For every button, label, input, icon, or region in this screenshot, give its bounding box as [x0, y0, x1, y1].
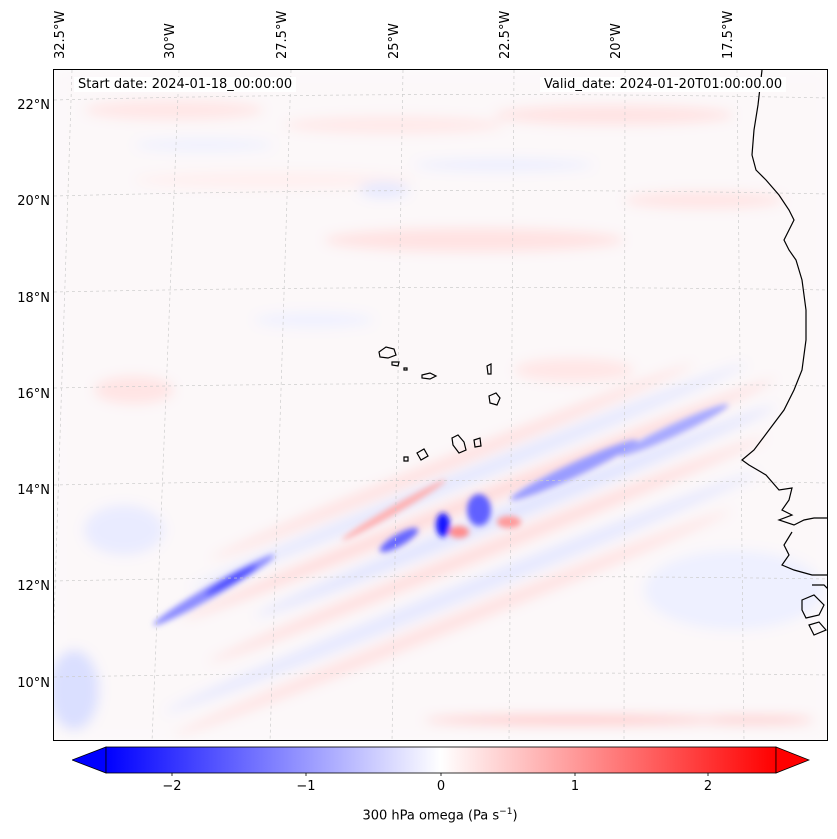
lon-label-22-5w: 22.5°W: [498, 10, 513, 59]
africa-coastline: [741, 70, 827, 636]
lat-label-16n: 16°N: [17, 387, 50, 402]
colorbar-tick-label: −2: [162, 779, 182, 794]
gridlines: [54, 70, 827, 740]
lat-label-12n: 12°N: [17, 579, 50, 594]
lat-label-20n: 20°N: [17, 194, 50, 209]
lon-label-27-5w: 27.5°W: [275, 10, 290, 59]
colorbar-title: 300 hPa omega (Pa s−1): [362, 807, 518, 824]
lon-label-20w: 20°W: [609, 23, 624, 59]
lat-label-22n: 22°N: [17, 98, 50, 113]
colorbar-tick-label: −1: [296, 779, 316, 794]
lon-label-25w: 25°W: [387, 23, 402, 59]
colorbar-extend-low: [72, 746, 107, 774]
lon-label-17-5w: 17.5°W: [721, 10, 736, 59]
lon-label-32-5w: 32.5°W: [53, 10, 68, 59]
strong-omega-features: [153, 404, 729, 626]
colorbar-extend-high: [775, 746, 810, 774]
lat-label-18n: 18°N: [17, 291, 50, 306]
lat-label-10n: 10°N: [17, 676, 50, 691]
cape-verde-islands: [378, 346, 501, 462]
valid-date-label: Valid_date: 2024-01-20T01:00:00.00: [540, 77, 787, 92]
colorbar-tick-label: 1: [570, 779, 580, 794]
colorbar-gradient: [105, 746, 777, 774]
colorbar-tick-label: 2: [703, 779, 713, 794]
start-date-label: Start date: 2024-01-18_00:00:00: [74, 77, 297, 92]
lat-label-14n: 14°N: [17, 483, 50, 498]
colorbar-tick-label: 0: [436, 779, 446, 794]
lon-label-30w: 30°W: [163, 23, 178, 59]
omega-field: [54, 70, 827, 740]
colorbar: [72, 746, 810, 776]
omega-map: [53, 69, 828, 741]
